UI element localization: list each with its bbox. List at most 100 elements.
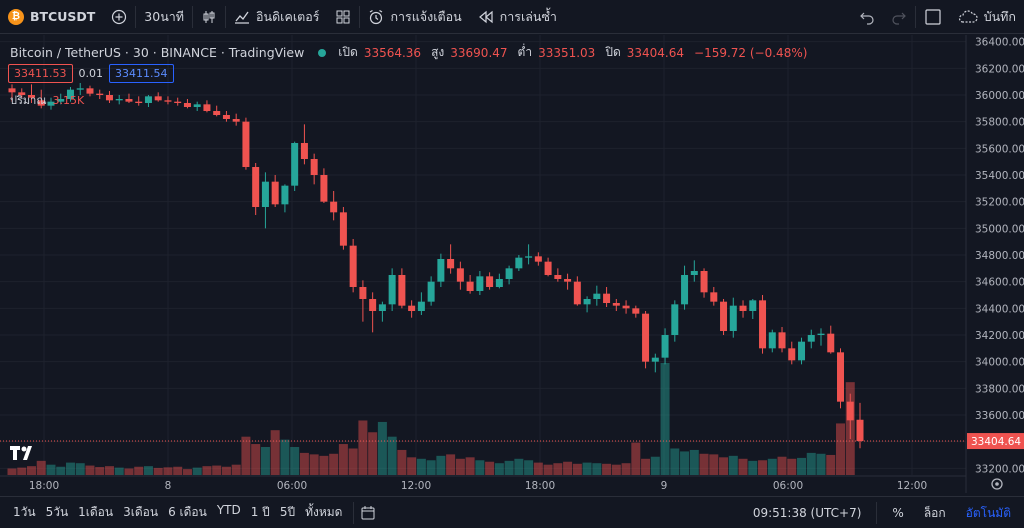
candle-body [837, 352, 845, 402]
volume-bar [777, 456, 787, 475]
market-open-dot [318, 48, 327, 57]
price-tick: 33800.00 [975, 383, 1024, 395]
fullscreen-button[interactable] [916, 0, 950, 34]
volume-bar [163, 467, 173, 475]
bottom-right-controls: 09:51:38 (UTC+7) % ล็อก อัตโนมัติ [748, 497, 1024, 528]
redo-button[interactable] [883, 0, 915, 34]
range-button[interactable]: 1วัน [13, 505, 36, 519]
indicators-button[interactable]: อินดิเคเตอร์ [226, 0, 327, 34]
volume-bar [221, 466, 231, 475]
candle-body [456, 268, 464, 282]
volume-bar [377, 421, 387, 475]
plus-circle-icon [111, 9, 127, 25]
candle-body [632, 308, 640, 314]
range-button[interactable]: 1เดือน [78, 505, 114, 519]
candle-body [154, 96, 162, 101]
range-button[interactable]: YTD [216, 503, 241, 517]
sell-button[interactable]: 33411.53 [8, 64, 73, 83]
candle-body [105, 95, 113, 101]
candle-body [768, 332, 776, 349]
undo-button[interactable] [851, 0, 883, 34]
volume-bar [709, 454, 719, 475]
candle-body [320, 175, 328, 202]
candle-body [729, 305, 737, 331]
replay-button[interactable]: การเล่นซ้ำ [470, 0, 565, 34]
candle-body [427, 281, 435, 302]
candle-body [232, 119, 240, 122]
volume-bar [329, 453, 339, 475]
volume-bar [241, 436, 251, 475]
settings-gear-icon[interactable] [991, 478, 1003, 490]
low-value: 33351.03 [538, 45, 596, 60]
volume-bar [134, 466, 144, 475]
chart-type-button[interactable] [193, 0, 225, 34]
candle-body [583, 299, 591, 305]
percent-toggle[interactable]: % [892, 506, 904, 520]
volume-bar [270, 430, 280, 475]
volume-bar [319, 455, 329, 475]
candle-body [661, 335, 669, 358]
price-tick: 33600.00 [975, 410, 1024, 422]
volume-bar [670, 448, 680, 475]
clock[interactable]: 09:51:38 (UTC+7) [752, 506, 862, 520]
tradingview-logo[interactable] [10, 446, 36, 464]
goto-date-icon[interactable] [360, 505, 376, 521]
volume-bar [280, 439, 290, 475]
range-button[interactable]: 5ปี [279, 505, 296, 519]
volume-bar [787, 458, 797, 475]
candle-body [466, 281, 474, 291]
bottom-toolbar: 1วัน 5วัน 1เดือน 3เดือน 6 เดือน YTD 1 ปี 5ปี ทั้… [0, 496, 1024, 528]
time-tick: 18:00 [29, 480, 59, 492]
symbol-search-button[interactable]: ₿ BTCUSDT [0, 0, 103, 34]
candle-body [573, 281, 581, 305]
alert-label: การแจ้งเตือน [390, 8, 462, 24]
rewind-icon [478, 9, 494, 25]
range-button[interactable]: ทั้งหมด [305, 505, 343, 519]
price-tick: 35200.00 [975, 197, 1024, 209]
volume-bar [719, 457, 729, 475]
candle-body [271, 181, 279, 205]
range-button[interactable]: 6 เดือน [168, 505, 207, 519]
range-button[interactable]: 5วัน [45, 505, 69, 519]
volume-bar [397, 449, 407, 475]
price-tick: 35800.00 [975, 117, 1024, 129]
price-tick: 34800.00 [975, 250, 1024, 262]
candle-body [476, 276, 484, 291]
time-tick: 06:00 [773, 480, 803, 492]
candle-body [281, 185, 289, 205]
volume-bar [290, 447, 300, 475]
spread-value: 0.01 [78, 67, 104, 80]
alert-button[interactable]: การแจ้งเตือน [360, 0, 469, 34]
layouts-button[interactable] [327, 0, 359, 34]
interval-button[interactable]: 30นาที [136, 0, 192, 34]
volume-bar [436, 455, 446, 475]
candle-body [554, 275, 562, 279]
candle-body [651, 357, 659, 362]
candle-body [817, 333, 825, 335]
candle-body [642, 313, 650, 362]
save-button[interactable]: บันทึก [950, 0, 1024, 34]
volume-bar [143, 466, 153, 475]
volume-bar [114, 467, 124, 475]
time-tick: 12:00 [897, 480, 927, 492]
volume-bar [231, 464, 241, 475]
candlestick-chart[interactable]: 36400.00 36200.00 36000.00 35800.00 35600.00… [0, 35, 1024, 493]
compare-button[interactable] [103, 0, 135, 34]
square-icon [924, 8, 942, 26]
top-toolbar: ₿ BTCUSDT 30นาที อินดิเคเตอร์ การแจ้งเตื… [0, 0, 1024, 34]
candles-icon [201, 9, 217, 25]
close-label: ปิด [605, 45, 621, 59]
range-button[interactable]: 1 ปี [250, 505, 270, 519]
candle-body [47, 101, 55, 106]
candle-body [174, 101, 182, 103]
candle-body [359, 287, 367, 299]
buy-button[interactable]: 33411.54 [109, 64, 174, 83]
price-tick: 35000.00 [975, 223, 1024, 235]
auto-toggle[interactable]: อัตโนมัติ [965, 505, 1011, 520]
volume-bar [182, 469, 192, 475]
price-tick: 33200.00 [975, 463, 1024, 475]
range-button[interactable]: 3เดือน [123, 505, 159, 519]
log-toggle[interactable]: ล็อก [923, 505, 946, 520]
candle-body [144, 96, 152, 103]
price-tick: 34600.00 [975, 277, 1024, 289]
